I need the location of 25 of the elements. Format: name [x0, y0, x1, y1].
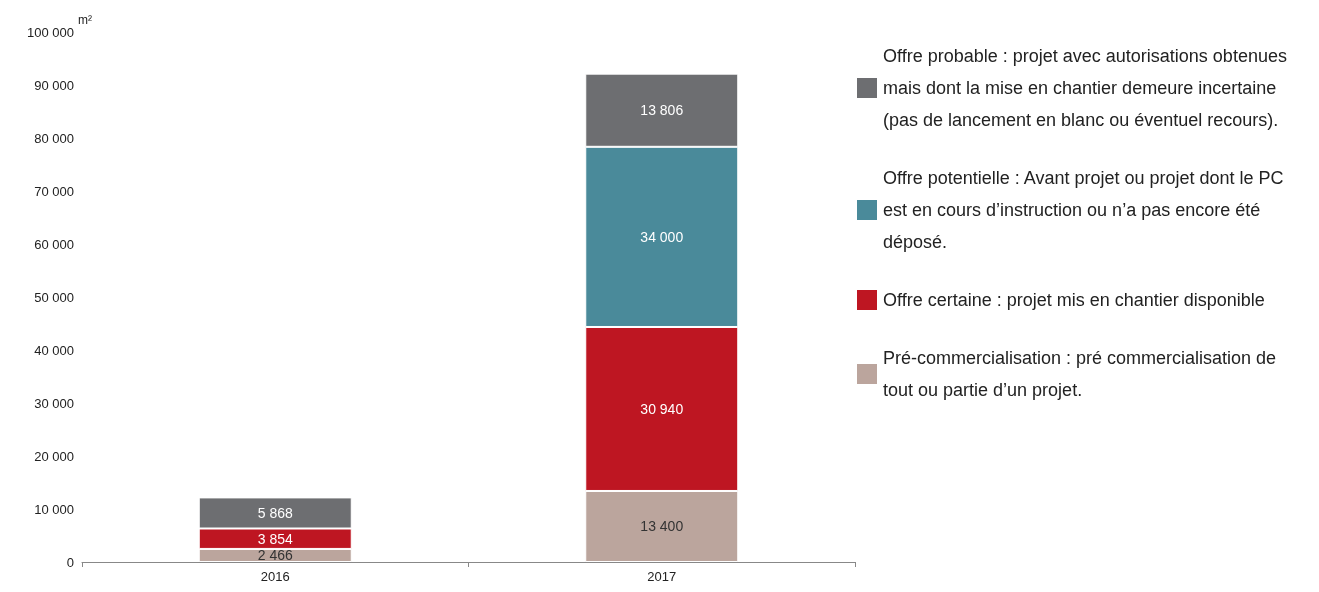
y-tick-label: 60 000 — [34, 236, 74, 252]
data-label: 2 466 — [257, 547, 293, 564]
y-tick-label: 100 000 — [27, 24, 74, 40]
legend-label: Pré-commercialisation : pré commercialisation de tout ou partie d’un projet. — [883, 348, 1282, 400]
y-tick-label: 80 000 — [34, 130, 74, 146]
data-label: 34 000 — [640, 228, 684, 245]
data-label: 3 854 — [257, 530, 293, 547]
data-label: 30 940 — [640, 400, 684, 417]
legend-label: Offre certaine : projet mis en chantier disponible — [883, 290, 1265, 310]
data-label: 5 868 — [257, 504, 293, 521]
legend-label: Offre potentielle : Avant projet ou projet dont le PC est en cours d’instruction ou n’a pas encore été déposé. — [883, 168, 1289, 252]
data-label: 13 400 — [640, 518, 684, 535]
y-tick-label: 70 000 — [34, 183, 74, 199]
y-tick-label: 40 000 — [34, 342, 74, 358]
x-tick-label: 2016 — [260, 569, 290, 584]
data-label: 13 806 — [640, 102, 684, 119]
legend-label: Offre probable : projet avec autorisations obtenues mais dont la mise en chantier demeure incertaine (pas de lancement en blanc ou éventuel recours). — [883, 46, 1292, 130]
y-tick-label: 10 000 — [34, 501, 74, 517]
y-tick-label: 90 000 — [34, 77, 74, 93]
x-tick-label: 2017 — [647, 569, 677, 584]
y-tick-label: 30 000 — [34, 395, 74, 411]
y-tick-label: 20 000 — [34, 448, 74, 464]
y-tick-label: 0 — [66, 554, 74, 570]
y-axis-title: m² — [78, 12, 92, 27]
y-tick-label: 50 000 — [34, 289, 74, 305]
